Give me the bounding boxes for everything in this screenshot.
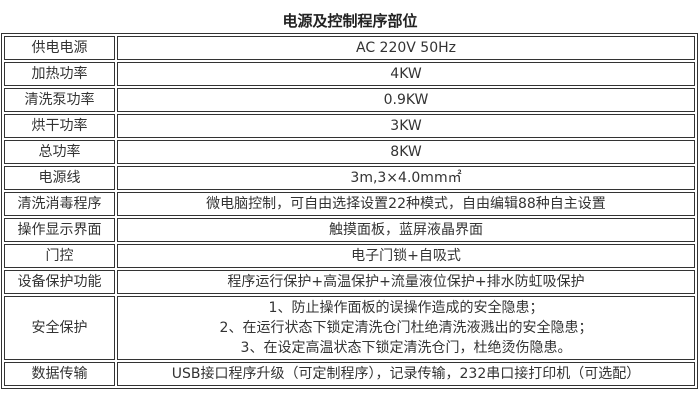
row-value: 1、防止操作面板的误操作造成的安全隐患； 2、在运行状态下锁定清洗仓门杜绝清洗液溅… xyxy=(117,296,695,360)
spec-table: 供电电源 AC 220V 50Hz 加热功率 4KW 清洗泵功率 0.9KW 烘干功率 3KW… xyxy=(1,33,698,389)
row-value: USB接口程序升级（可定制程序），记录传输，232串口接打印机（可选配） xyxy=(117,362,695,386)
row-value: 8KW xyxy=(117,140,695,164)
row-label: 安全保护 xyxy=(4,296,115,360)
row-value: 3KW xyxy=(117,114,695,138)
table-row: 门控 电子门锁+自吸式 xyxy=(4,244,695,268)
row-label: 门控 xyxy=(4,244,115,268)
row-value: 微电脑控制，可自由选择设置22种模式，自由编辑88种自主设置 xyxy=(117,192,695,216)
row-label: 烘干功率 xyxy=(4,114,115,138)
row-label: 操作显示界面 xyxy=(4,218,115,242)
row-value: 触摸面板，蓝屏液晶界面 xyxy=(117,218,695,242)
row-label: 加热功率 xyxy=(4,62,115,86)
row-label: 清洗泵功率 xyxy=(4,88,115,112)
row-value: 4KW xyxy=(117,62,695,86)
page-title: 电源及控制程序部位 xyxy=(282,12,418,30)
value-line: 1、防止操作面板的误操作造成的安全隐患； xyxy=(268,300,544,316)
spec-table-body: 供电电源 AC 220V 50Hz 加热功率 4KW 清洗泵功率 0.9KW 烘干功率 3KW… xyxy=(4,36,695,386)
table-row: 设备保护功能 程序运行保护+高温保护+流量液位保护+排水防虹吸保护 xyxy=(4,270,695,294)
row-label: 设备保护功能 xyxy=(4,270,115,294)
row-value: AC 220V 50Hz xyxy=(117,36,695,60)
table-row: 清洗消毒程序 微电脑控制，可自由选择设置22种模式，自由编辑88种自主设置 xyxy=(4,192,695,216)
table-row: 安全保护 1、防止操作面板的误操作造成的安全隐患； 2、在运行状态下锁定清洗仓门杜绝… xyxy=(4,296,695,360)
row-label: 总功率 xyxy=(4,140,115,164)
table-row: 烘干功率 3KW xyxy=(4,114,695,138)
table-row: 操作显示界面 触摸面板，蓝屏液晶界面 xyxy=(4,218,695,242)
table-row: 加热功率 4KW xyxy=(4,62,695,86)
row-label: 电源线 xyxy=(4,166,115,190)
row-label: 供电电源 xyxy=(4,36,115,60)
table-row: 数据传输 USB接口程序升级（可定制程序），记录传输，232串口接打印机（可选配） xyxy=(4,362,695,386)
table-row: 供电电源 AC 220V 50Hz xyxy=(4,36,695,60)
value-line: 2、在运行状态下锁定清洗仓门杜绝清洗液溅出的安全隐患； xyxy=(219,320,593,336)
row-value: 电子门锁+自吸式 xyxy=(117,244,695,268)
table-row: 总功率 8KW xyxy=(4,140,695,164)
value-line: 3、在设定高温状态下锁定清洗仓门，杜绝烫伤隐患。 xyxy=(240,340,572,356)
row-value: 3m,3×4.0mm㎡ xyxy=(117,166,695,190)
row-label: 数据传输 xyxy=(4,362,115,386)
table-row: 清洗泵功率 0.9KW xyxy=(4,88,695,112)
row-value: 程序运行保护+高温保护+流量液位保护+排水防虹吸保护 xyxy=(117,270,695,294)
row-label: 清洗消毒程序 xyxy=(4,192,115,216)
row-value: 0.9KW xyxy=(117,88,695,112)
table-row: 电源线 3m,3×4.0mm㎡ xyxy=(4,166,695,190)
